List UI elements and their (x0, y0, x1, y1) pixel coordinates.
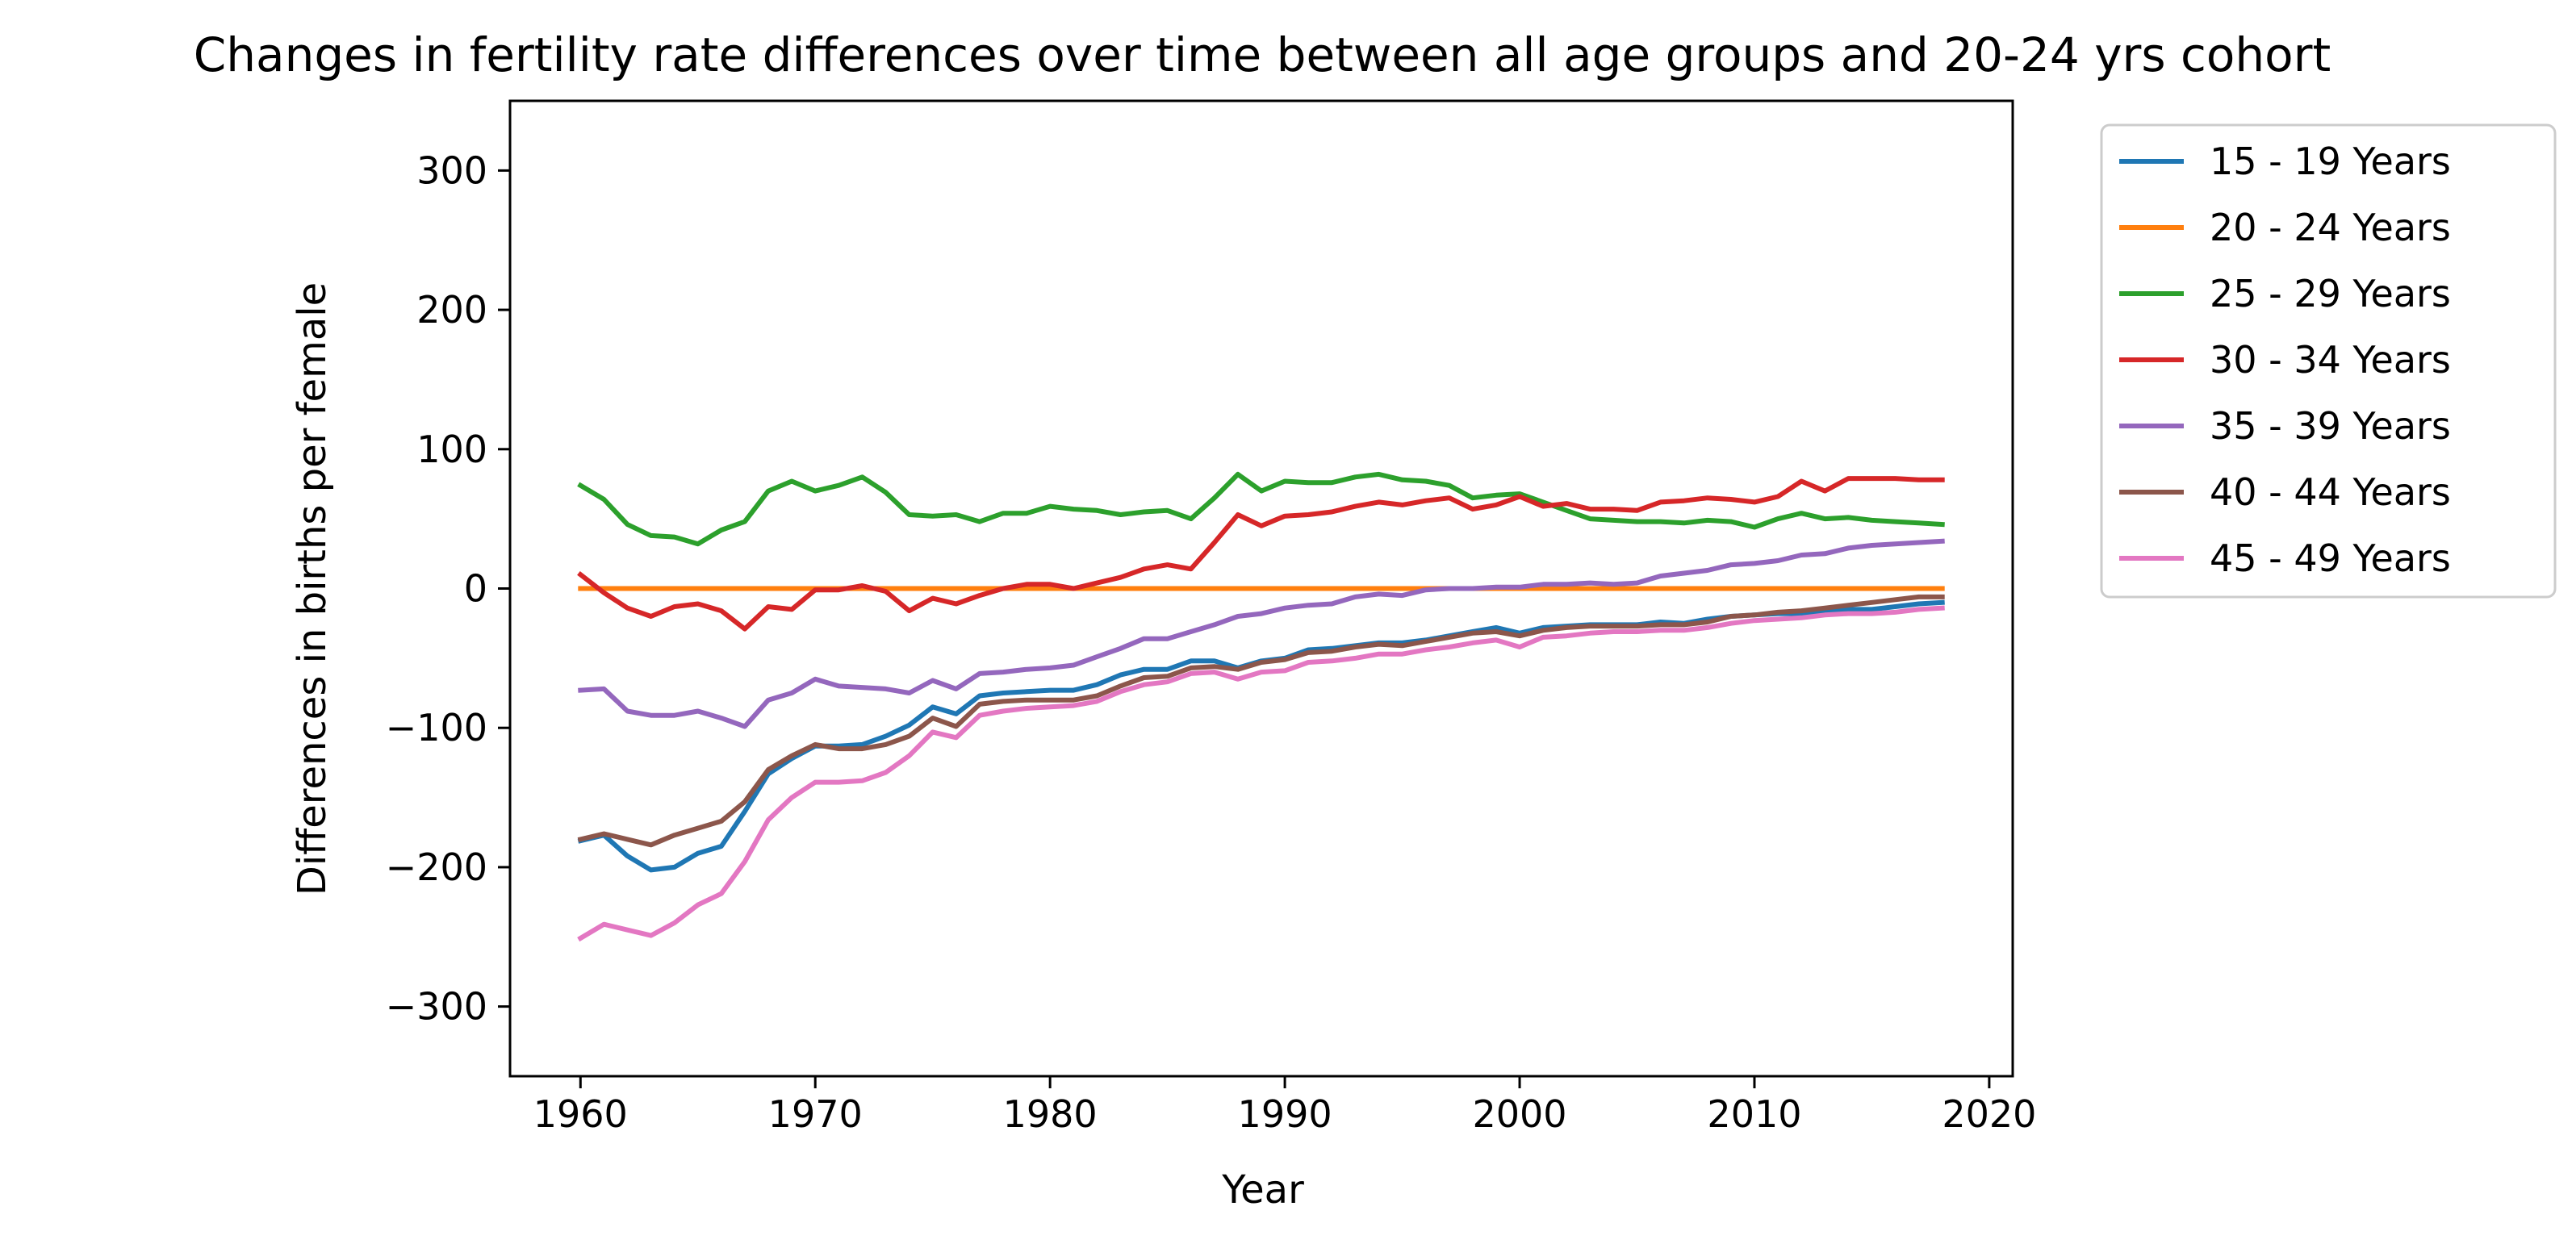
y-tick-label: 0 (464, 567, 487, 611)
y-tick-label: −200 (386, 845, 487, 889)
series-layer (577, 471, 1945, 942)
legend-label: 45 - 49 Years (2210, 536, 2451, 580)
legend-label: 30 - 34 Years (2210, 338, 2451, 382)
x-axis: 1960 1970 1980 1990 2000 2010 2020 (533, 1076, 2036, 1136)
x-tick-label: 2020 (1942, 1092, 2036, 1136)
legend-label: 25 - 29 Years (2210, 272, 2451, 315)
legend: 15 - 19 Years 20 - 24 Years 25 - 29 Years 3… (2100, 123, 2557, 599)
y-tick-label: −300 (386, 985, 487, 1029)
y-axis-label: Differences in births per female (290, 282, 335, 895)
x-tick-label: 1980 (1003, 1092, 1098, 1136)
legend-label: 35 - 39 Years (2210, 404, 2451, 448)
x-tick-label: 1970 (768, 1092, 863, 1136)
series-line-7 (577, 605, 1945, 942)
legend-label: 40 - 44 Years (2210, 470, 2451, 514)
x-tick-label: 2010 (1707, 1092, 1801, 1136)
legend-label: 15 - 19 Years (2210, 140, 2451, 183)
x-axis-label: Year (1221, 1167, 1304, 1213)
y-tick-label: −100 (386, 706, 487, 749)
x-tick-label: 1990 (1238, 1092, 1332, 1136)
y-axis: −300 −200 −100 0 100 200 300 (386, 148, 510, 1029)
series-line-5 (578, 538, 1945, 729)
x-tick-label: 2000 (1472, 1092, 1566, 1136)
chart-title: Changes in fertility rate differences ov… (194, 27, 2331, 82)
series-line-6 (577, 594, 1945, 848)
legend-box (2100, 123, 2557, 599)
legend-label: 20 - 24 Years (2210, 206, 2451, 249)
y-tick-label: 100 (416, 428, 487, 471)
y-tick-label: 200 (416, 288, 487, 332)
y-tick-label: 300 (416, 148, 487, 192)
x-tick-label: 1960 (533, 1092, 628, 1136)
series-line-4 (577, 476, 1945, 632)
series-line-3 (577, 471, 1945, 547)
